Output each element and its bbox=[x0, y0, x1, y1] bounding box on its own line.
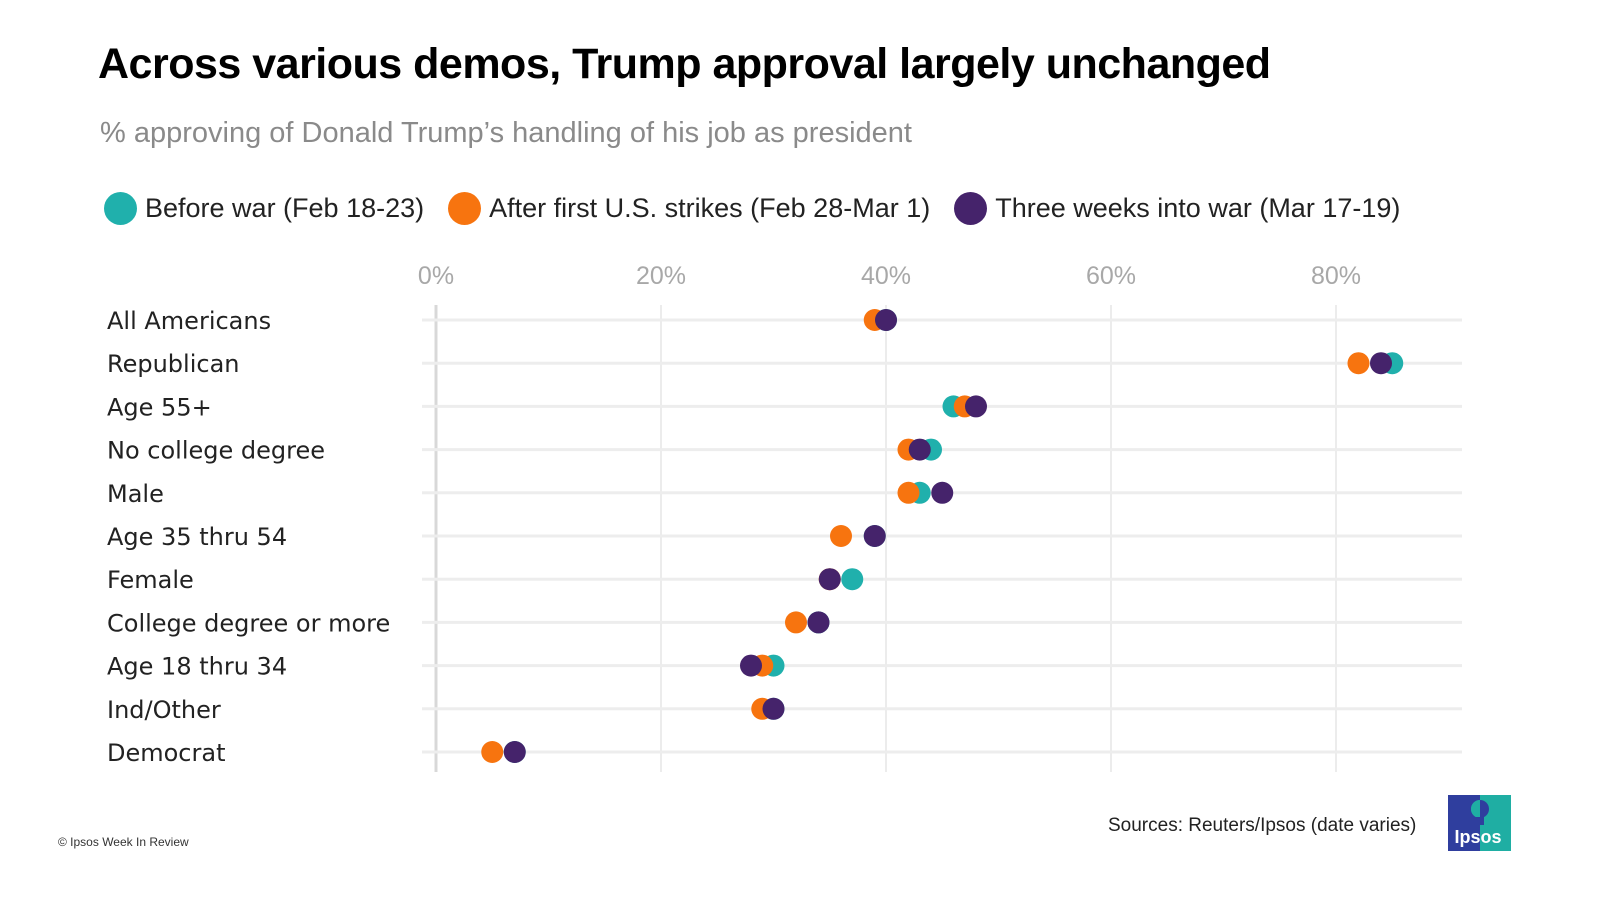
logo-text: Ipsos bbox=[1454, 827, 1501, 847]
category-label: Male bbox=[107, 480, 164, 508]
x-tick-label: 0% bbox=[418, 262, 454, 290]
legend-label: Before war (Feb 18-23) bbox=[145, 193, 425, 223]
category-label: Age 55+ bbox=[107, 393, 212, 421]
category-label: Ind/Other bbox=[107, 696, 221, 724]
chart-subtitle: % approving of Donald Trump’s handling o… bbox=[100, 117, 912, 149]
dot-after-strikes bbox=[1347, 352, 1370, 375]
dot-three-weeks bbox=[818, 568, 841, 591]
dot-three-weeks bbox=[807, 611, 830, 634]
ipsos-logo-icon: Ipsos bbox=[1448, 795, 1511, 851]
dot-three-weeks bbox=[931, 481, 954, 504]
legend-label: Three weeks into war (Mar 17-19) bbox=[995, 193, 1401, 223]
legend-item-after-strikes: After first U.S. strikes (Feb 28-Mar 1) bbox=[448, 192, 930, 225]
dot-three-weeks bbox=[863, 525, 886, 547]
category-label: Age 35 thru 54 bbox=[107, 523, 287, 551]
category-label: Female bbox=[107, 566, 194, 594]
legend-item-before-war: Before war (Feb 18-23) bbox=[104, 192, 424, 225]
dot-before-war bbox=[841, 568, 864, 591]
category-label: Republican bbox=[107, 350, 240, 378]
dot-after-strikes bbox=[785, 611, 807, 634]
x-tick-label: 80% bbox=[1311, 262, 1361, 290]
dot-three-weeks bbox=[1370, 352, 1392, 375]
x-tick-label: 40% bbox=[861, 262, 911, 290]
ipsos-logo: Ipsos bbox=[1448, 795, 1511, 851]
legend-swatch-orange bbox=[448, 192, 482, 225]
dot-after-strikes bbox=[897, 481, 920, 504]
category-label: All Americans bbox=[107, 307, 271, 335]
category-label: Age 18 thru 34 bbox=[107, 653, 287, 681]
legend-item-three-weeks: Three weeks into war (Mar 17-19) bbox=[954, 192, 1400, 225]
x-tick-label: 20% bbox=[636, 262, 686, 290]
dot-three-weeks bbox=[762, 697, 785, 720]
dot-three-weeks bbox=[503, 741, 526, 763]
copyright-note: © Ipsos Week In Review bbox=[58, 835, 189, 849]
x-tick-label: 60% bbox=[1086, 262, 1136, 290]
legend-swatch-purple bbox=[954, 192, 988, 225]
dot-three-weeks bbox=[740, 654, 762, 677]
category-label: Democrat bbox=[107, 739, 226, 767]
chart-title: Across various demos, Trump approval lar… bbox=[98, 40, 1271, 88]
category-label: College degree or more bbox=[107, 609, 390, 637]
dot-three-weeks bbox=[908, 438, 931, 461]
dot-after-strikes bbox=[830, 525, 852, 547]
dot-three-weeks bbox=[875, 309, 897, 331]
legend-label: After first U.S. strikes (Feb 28-Mar 1) bbox=[489, 193, 931, 223]
category-label: No college degree bbox=[107, 437, 325, 465]
legend-swatch-teal bbox=[104, 192, 137, 225]
source-note: Sources: Reuters/Ipsos (date varies) bbox=[1108, 815, 1417, 836]
dot-after-strikes bbox=[481, 741, 504, 763]
dot-three-weeks bbox=[965, 395, 987, 418]
legend: Before war (Feb 18-23) After first U.S. … bbox=[104, 192, 1400, 225]
